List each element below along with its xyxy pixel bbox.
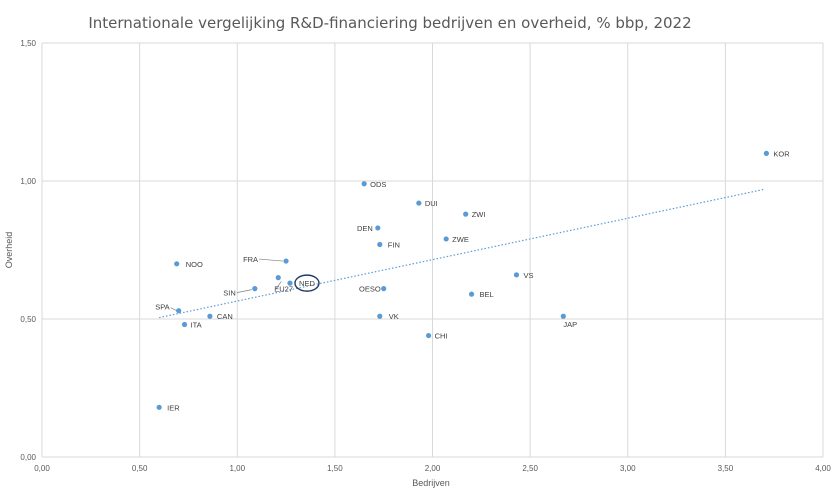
x-tick-label: 1,00 xyxy=(229,464,245,473)
point-label-fra: FRA xyxy=(243,255,258,264)
point-label-noo: NOO xyxy=(186,260,203,269)
point-ita xyxy=(181,321,188,328)
y-gridlines xyxy=(42,42,823,458)
point-label-chi: CHI xyxy=(435,332,448,341)
point-label-sin: SIN xyxy=(223,289,236,298)
point-label-can: CAN xyxy=(217,312,233,321)
point-label-zwe: ZWE xyxy=(452,235,469,244)
point-label-den: DEN xyxy=(357,224,373,233)
point-eu27 xyxy=(275,275,281,281)
point-ier xyxy=(156,404,162,410)
y-tick-label: 0,00 xyxy=(20,453,36,462)
y-tick-label: 1,50 xyxy=(20,39,36,48)
y-tick-label: 1,00 xyxy=(20,177,36,186)
point-label-bel: BEL xyxy=(480,290,494,299)
x-gridlines xyxy=(41,43,824,457)
point-label-oeso: OESO xyxy=(359,285,381,294)
point-label-spa: SPA xyxy=(155,303,169,312)
point-oeso xyxy=(381,286,387,292)
y-axis-label: Overheid xyxy=(4,232,14,269)
leader-lines xyxy=(170,258,284,312)
point-vk xyxy=(377,313,383,319)
point-label-ier: IER xyxy=(167,403,180,412)
point-label-zwi: ZWI xyxy=(472,210,486,219)
x-tick-label: 3,50 xyxy=(718,464,734,473)
point-chi xyxy=(425,332,432,339)
point-zwe xyxy=(443,236,449,242)
point-noo xyxy=(174,261,180,267)
point-label-vs: VS xyxy=(523,271,533,280)
point-den xyxy=(375,225,381,231)
leader-fra xyxy=(259,258,284,262)
x-axis-label: Bedrijven xyxy=(412,478,450,488)
x-tick-label: 0,00 xyxy=(34,464,50,473)
point-sin xyxy=(252,286,258,292)
leader-eu27 xyxy=(275,281,282,289)
point-fin xyxy=(377,241,383,248)
y-tick-labels: 0,00 0,50 1,00 1,50 xyxy=(20,39,36,462)
x-tick-label: 1,50 xyxy=(327,464,343,473)
point-label-ita: ITA xyxy=(191,321,202,330)
point-zwi xyxy=(463,211,469,217)
x-tick-label: 3,00 xyxy=(620,464,636,473)
y-tick-label: 0,50 xyxy=(20,315,36,324)
point-ned xyxy=(287,280,293,286)
point-labels: KOR ODS DUI ZWI DEN ZWE FIN FRA NOO VS NED EU27 SIN O… xyxy=(155,149,790,412)
point-spa xyxy=(176,308,182,314)
point-dui xyxy=(416,200,422,206)
point-label-kor: KOR xyxy=(773,149,790,158)
point-label-ods: ODS xyxy=(370,180,386,189)
leader-spa xyxy=(170,307,177,312)
point-label-fin: FIN xyxy=(388,240,400,249)
point-label-jap: JAP xyxy=(563,320,577,329)
chart-title: Internationale vergelijking R&D-financie… xyxy=(88,14,691,32)
point-fra xyxy=(283,258,289,264)
point-jap xyxy=(560,313,566,319)
trendline xyxy=(159,188,765,319)
point-label-eu27: EU27 xyxy=(274,285,293,294)
point-label-ned: NED xyxy=(299,279,315,288)
point-label-dui: DUI xyxy=(425,199,438,208)
leader-sin xyxy=(236,289,252,293)
x-tick-label: 0,50 xyxy=(132,464,148,473)
point-can xyxy=(207,313,213,319)
point-label-vk: VK xyxy=(389,312,399,321)
point-kor xyxy=(763,150,769,156)
x-tick-label: 2,50 xyxy=(522,464,538,473)
x-tick-label: 4,00 xyxy=(815,464,831,473)
x-tick-labels: 0,00 0,50 1,00 1,50 2,00 2,50 3,00 3,50 4,00 xyxy=(34,464,831,473)
data-points xyxy=(156,150,769,410)
point-ods xyxy=(361,181,367,187)
x-tick-label: 2,00 xyxy=(425,464,441,473)
point-bel xyxy=(468,291,475,297)
point-vs xyxy=(513,272,520,278)
highlight-circle-ned xyxy=(294,274,320,292)
